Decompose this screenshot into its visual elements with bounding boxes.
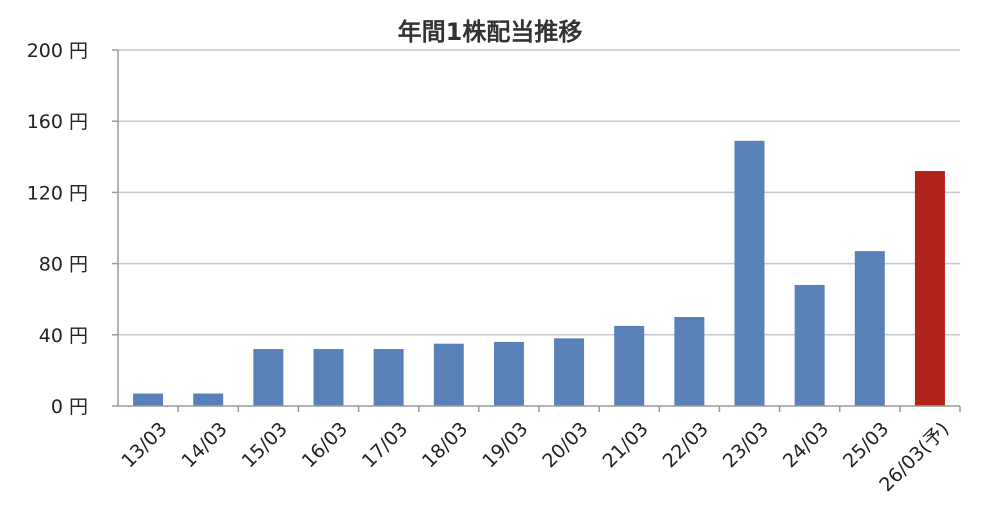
x-tick-label: 23/03 [719, 418, 773, 472]
x-tick-label: 14/03 [177, 418, 231, 472]
x-tick-label: 18/03 [418, 418, 472, 472]
x-tick-label: 22/03 [659, 418, 713, 472]
bar [554, 338, 585, 406]
x-tick-label: 24/03 [779, 418, 833, 472]
bar-forecast [914, 171, 945, 406]
bars [133, 140, 945, 406]
bar [734, 140, 765, 406]
y-axis-ticks: 0 円 40 円 80 円 120 円 160 円 200 円 [27, 40, 118, 418]
gridlines [118, 49, 960, 336]
x-tick-label: 19/03 [478, 418, 532, 472]
y-tick-label: 120 円 [27, 182, 88, 204]
y-tick-label: 160 円 [27, 111, 88, 133]
y-tick-label: 200 円 [27, 40, 88, 62]
bar [854, 251, 885, 406]
x-axis-ticks: 13/03 14/03 15/03 16/03 17/03 18/03 19/03 20/03… [117, 406, 961, 496]
chart-title: 年間1株配当推移 [398, 18, 583, 46]
bar [674, 317, 705, 406]
x-tick-label: 25/03 [839, 418, 893, 472]
y-tick-label: 40 円 [39, 325, 88, 347]
x-tick-label: 13/03 [117, 418, 171, 472]
bar [253, 349, 284, 406]
bar [373, 349, 404, 406]
x-tick-label: 16/03 [298, 418, 352, 472]
bar [313, 349, 344, 406]
x-tick-label: 17/03 [358, 418, 412, 472]
bar [433, 343, 464, 406]
bar [493, 341, 524, 406]
x-tick-label: 15/03 [238, 418, 292, 472]
y-tick-label: 80 円 [39, 254, 88, 276]
y-tick-label: 0 円 [51, 396, 88, 418]
bar [193, 393, 224, 406]
bar [794, 284, 825, 406]
x-tick-label: 21/03 [598, 418, 652, 472]
x-tick-label: 20/03 [538, 418, 592, 472]
bar [614, 325, 645, 406]
bar [133, 393, 164, 406]
